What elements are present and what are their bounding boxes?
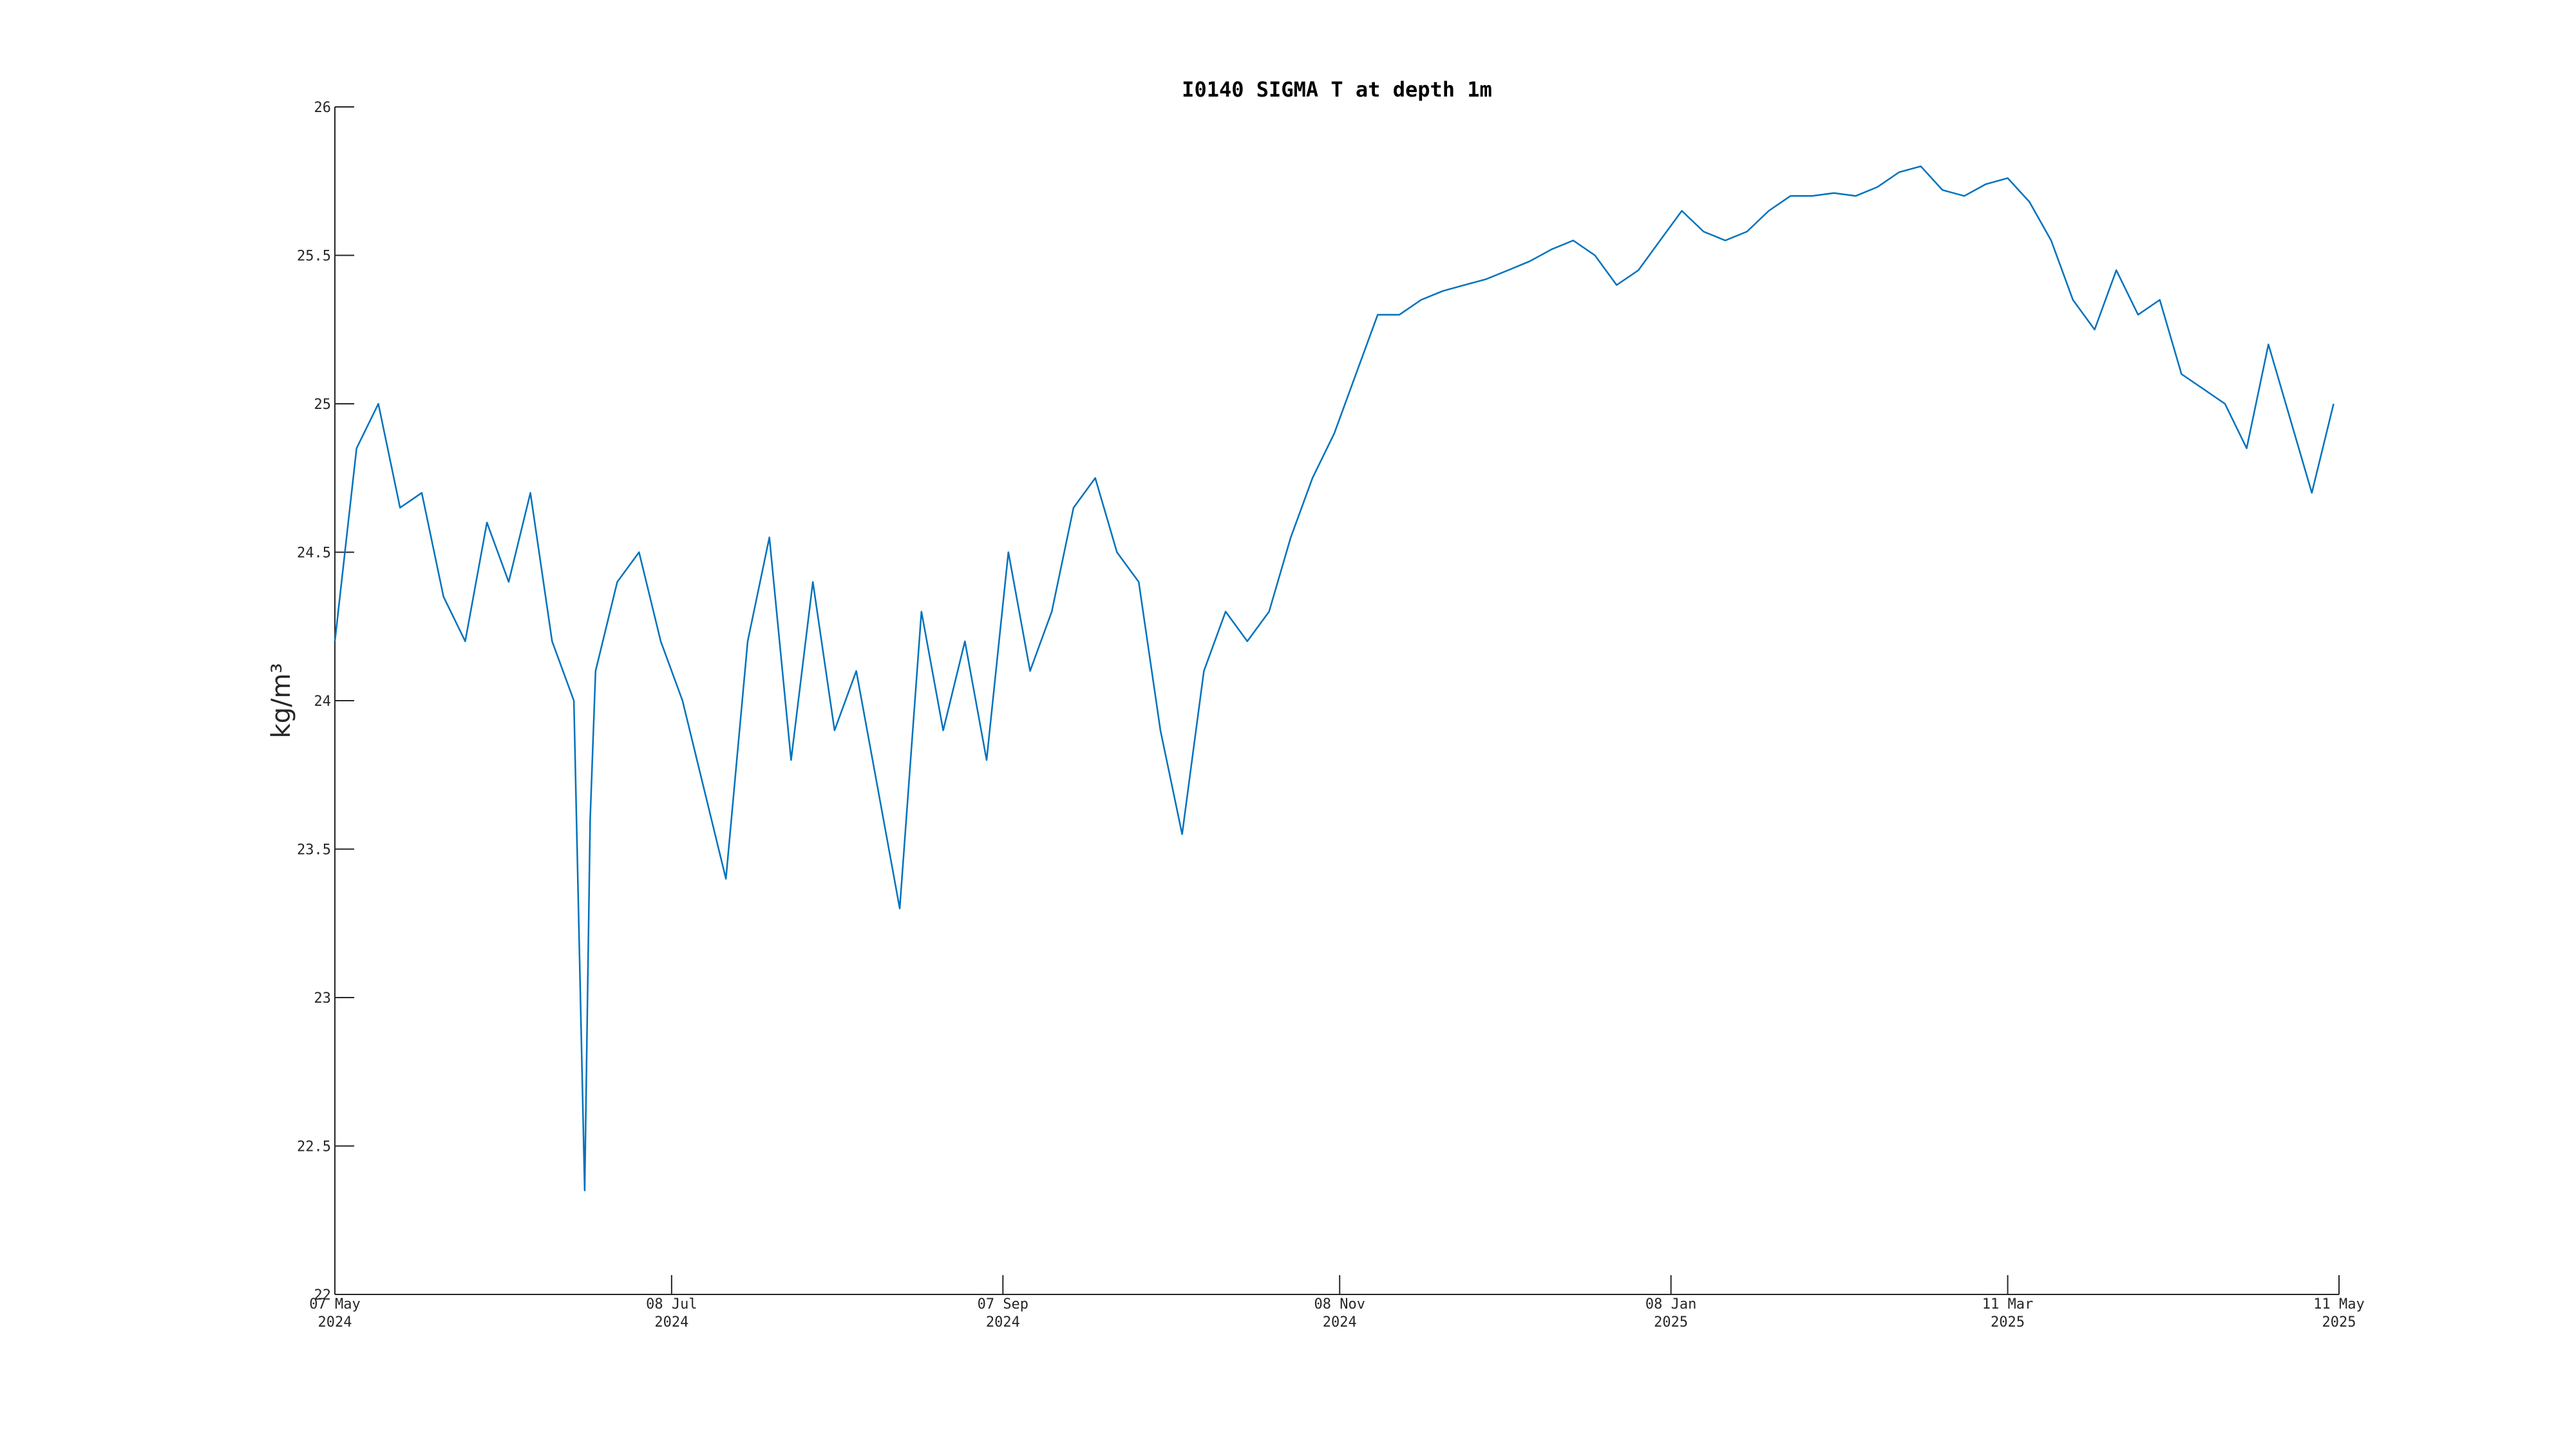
y-tick-label: 23.5 — [297, 842, 331, 858]
y-tick-label: 22.5 — [297, 1139, 331, 1155]
y-tick-label: 24 — [314, 694, 332, 710]
x-tick-label: 08 Nov — [1314, 1296, 1365, 1312]
x-tick-label: 2025 — [1654, 1314, 1688, 1331]
data-line — [334, 165, 2334, 1191]
y-tick-label: 22 — [314, 1287, 332, 1303]
y-tick-label: 23 — [314, 990, 332, 1007]
x-tick-label: 07 Sep — [978, 1296, 1028, 1312]
x-tick-label: 08 Jan — [1645, 1296, 1696, 1312]
y-tick-label: 26 — [314, 100, 332, 116]
x-tick-label: 2024 — [1323, 1314, 1357, 1331]
y-tick-label: 25 — [314, 397, 332, 413]
x-tick-label: 2025 — [1991, 1314, 2025, 1331]
y-tick-label: 24.5 — [297, 545, 331, 562]
x-tick-label: 08 Jul — [646, 1296, 697, 1312]
x-tick-label: 2024 — [986, 1314, 1020, 1331]
x-tick-label: 07 May — [309, 1296, 360, 1312]
x-tick-label: 2024 — [318, 1314, 352, 1331]
y-tick-label: 25.5 — [297, 249, 331, 265]
x-tick-label: 11 Mar — [1982, 1296, 2033, 1312]
chart-title: I0140 SIGMA T at depth 1m — [1182, 77, 1492, 102]
x-tick-label: 2025 — [2322, 1314, 2356, 1331]
y-axis-label: kg/m³ — [267, 663, 296, 738]
x-tick-label: 11 May — [2313, 1296, 2364, 1312]
x-tick-label: 2024 — [654, 1314, 688, 1331]
